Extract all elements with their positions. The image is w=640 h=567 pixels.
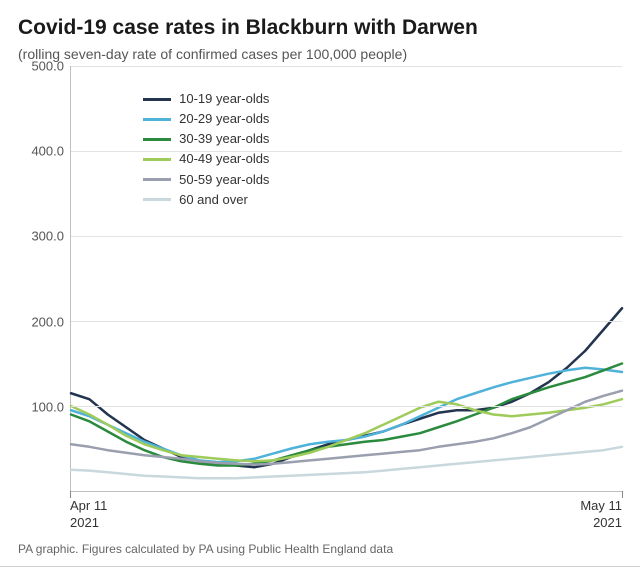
legend-swatch [143,98,171,101]
chart-container: Covid-19 case rates in Blackburn with Da… [0,0,640,567]
series-line [71,447,622,478]
legend-item: 20-29 year-olds [143,109,269,129]
y-tick-label: 200.0 [31,314,64,329]
grid-line [71,406,622,407]
chart-footer: PA graphic. Figures calculated by PA usi… [18,542,622,556]
legend-item: 40-49 year-olds [143,149,269,169]
legend-label: 20-29 year-olds [179,109,269,129]
x-tick-mark [70,491,71,498]
y-tick-label: 100.0 [31,399,64,414]
grid-line [71,321,622,322]
x-axis: Apr 112021 May 112021 [70,492,622,540]
legend-item: 30-39 year-olds [143,129,269,149]
chart-subtitle: (rolling seven-day rate of confirmed cas… [18,46,622,62]
legend-item: 10-19 year-olds [143,89,269,109]
grid-line [71,151,622,152]
legend-label: 30-39 year-olds [179,129,269,149]
series-line [71,399,622,461]
y-tick-label: 300.0 [31,229,64,244]
legend-label: 60 and over [179,190,248,210]
grid-line [71,236,622,237]
legend: 10-19 year-olds20-29 year-olds30-39 year… [137,83,279,216]
y-tick-label: 400.0 [31,144,64,159]
chart-area: 100.0200.0300.0400.0500.0 10-19 year-old… [18,66,622,540]
legend-label: 50-59 year-olds [179,170,269,190]
legend-swatch [143,198,171,201]
legend-label: 10-19 year-olds [179,89,269,109]
grid-line [71,66,622,67]
x-tick-mark [622,491,623,498]
legend-swatch [143,118,171,121]
x-tick-label: May 112021 [580,498,622,532]
legend-label: 40-49 year-olds [179,149,269,169]
legend-swatch [143,138,171,141]
legend-item: 60 and over [143,190,269,210]
y-axis: 100.0200.0300.0400.0500.0 [18,66,70,492]
legend-item: 50-59 year-olds [143,170,269,190]
x-tick-label: Apr 112021 [70,498,107,532]
legend-swatch [143,178,171,181]
legend-swatch [143,158,171,161]
plot-area: 10-19 year-olds20-29 year-olds30-39 year… [70,66,622,492]
y-tick-label: 500.0 [31,59,64,74]
chart-title: Covid-19 case rates in Blackburn with Da… [18,16,622,40]
